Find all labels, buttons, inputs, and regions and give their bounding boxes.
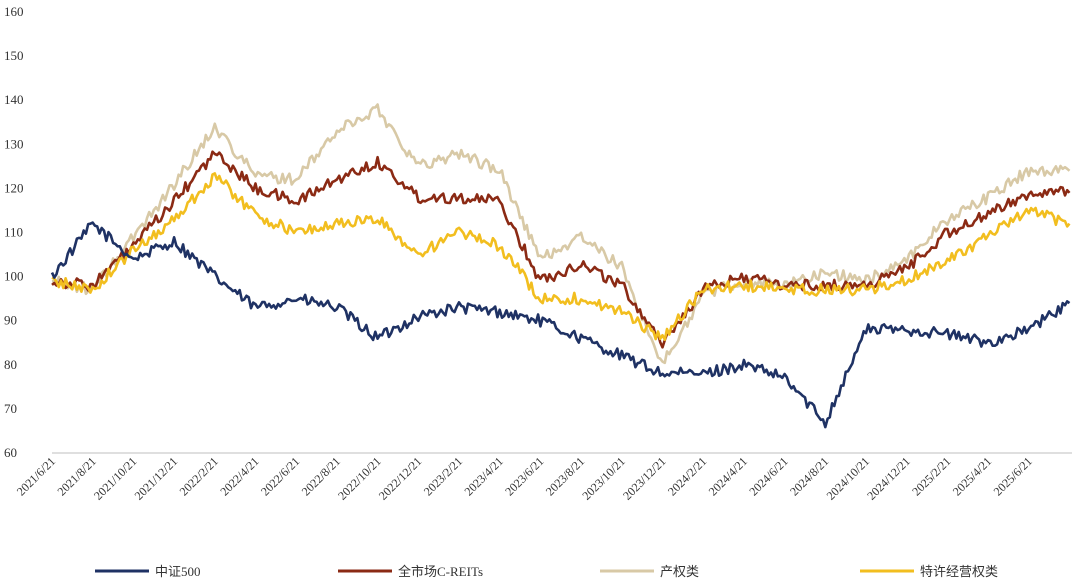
y-tick-label: 140: [4, 92, 24, 107]
series-line: [51, 172, 1071, 341]
y-axis-ticks: 60 70 80 90 100 110 120 130 140 150 160: [4, 4, 24, 460]
x-tick-label: 2025/2/21: [909, 454, 953, 498]
legend: 中证500 全市场C-REITs 产权类 特许经营权类: [95, 564, 998, 579]
x-tick-label: 2022/12/21: [376, 454, 425, 503]
legend-label: 特许经营权类: [920, 564, 998, 579]
y-tick-label: 70: [4, 401, 17, 416]
x-tick-label: 2021/10/21: [91, 454, 140, 503]
x-tick-label: 2023/4/21: [462, 454, 506, 498]
x-tick-label: 2022/4/21: [217, 454, 261, 498]
y-tick-label: 150: [4, 48, 24, 63]
x-tick-label: 2025/4/21: [950, 454, 994, 498]
x-axis-ticks: 2021/6/212021/8/212021/10/212021/12/2120…: [14, 454, 1035, 503]
y-tick-label: 60: [4, 445, 17, 460]
x-tick-label: 2023/2/21: [421, 454, 465, 498]
legend-label: 全市场C-REITs: [398, 564, 483, 579]
x-tick-label: 2022/10/21: [335, 454, 384, 503]
y-tick-label: 130: [4, 136, 24, 151]
x-tick-label: 2025/6/21: [991, 454, 1035, 498]
x-tick-label: 2022/6/21: [258, 454, 302, 498]
series-lines: [50, 103, 1071, 429]
legend-label: 中证500: [155, 564, 201, 579]
x-tick-label: 2024/2/21: [665, 454, 709, 498]
x-tick-label: 2022/2/21: [177, 454, 221, 498]
y-tick-label: 100: [4, 269, 24, 284]
y-tick-label: 90: [4, 313, 17, 328]
legend-label: 产权类: [660, 564, 699, 579]
series-line: [50, 221, 1071, 429]
series-line: [51, 150, 1071, 349]
y-tick-label: 80: [4, 357, 17, 372]
x-tick-label: 2023/12/21: [620, 454, 669, 503]
series-line: [51, 103, 1071, 365]
y-tick-label: 110: [4, 225, 23, 240]
x-tick-label: 2023/6/21: [502, 454, 546, 498]
x-tick-label: 2021/12/21: [132, 454, 181, 503]
y-tick-label: 120: [4, 180, 24, 195]
x-tick-label: 2023/10/21: [579, 454, 628, 503]
x-tick-label: 2024/4/21: [706, 454, 750, 498]
x-tick-label: 2024/6/21: [746, 454, 790, 498]
y-tick-label: 160: [4, 4, 24, 19]
x-tick-label: 2024/10/21: [824, 454, 873, 503]
x-tick-label: 2021/6/21: [14, 454, 58, 498]
x-tick-label: 2024/12/21: [864, 454, 913, 503]
